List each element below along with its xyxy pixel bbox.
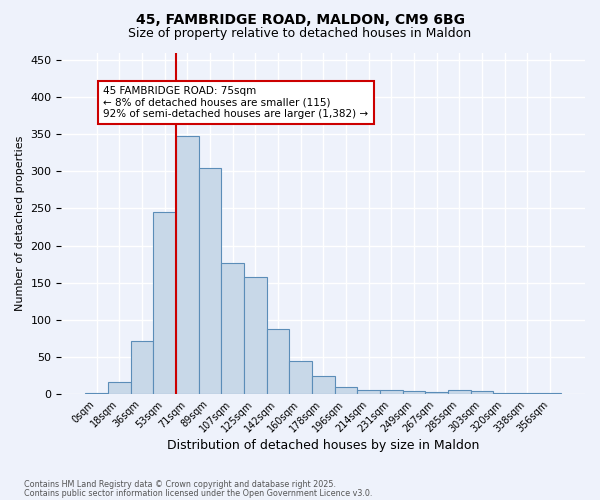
Bar	[380, 390, 403, 394]
Bar	[403, 391, 425, 394]
Text: Contains public sector information licensed under the Open Government Licence v3: Contains public sector information licen…	[24, 489, 373, 498]
Text: Size of property relative to detached houses in Maldon: Size of property relative to detached ho…	[128, 28, 472, 40]
Bar	[176, 136, 199, 394]
Bar	[199, 168, 221, 394]
Text: 45 FAMBRIDGE ROAD: 75sqm
← 8% of detached houses are smaller (115)
92% of semi-d: 45 FAMBRIDGE ROAD: 75sqm ← 8% of detache…	[103, 86, 368, 119]
Bar	[131, 340, 153, 394]
Bar	[244, 277, 266, 394]
Bar	[312, 376, 335, 394]
Bar	[448, 390, 470, 394]
Text: 45, FAMBRIDGE ROAD, MALDON, CM9 6BG: 45, FAMBRIDGE ROAD, MALDON, CM9 6BG	[136, 12, 464, 26]
Bar	[266, 329, 289, 394]
Bar	[289, 360, 312, 394]
Bar	[425, 392, 448, 394]
Bar	[516, 392, 539, 394]
X-axis label: Distribution of detached houses by size in Maldon: Distribution of detached houses by size …	[167, 440, 479, 452]
Bar	[153, 212, 176, 394]
Bar	[357, 390, 380, 394]
Text: Contains HM Land Registry data © Crown copyright and database right 2025.: Contains HM Land Registry data © Crown c…	[24, 480, 336, 489]
Bar	[335, 388, 357, 394]
Y-axis label: Number of detached properties: Number of detached properties	[15, 136, 25, 311]
Bar	[221, 262, 244, 394]
Bar	[85, 392, 108, 394]
Bar	[108, 382, 131, 394]
Bar	[470, 391, 493, 394]
